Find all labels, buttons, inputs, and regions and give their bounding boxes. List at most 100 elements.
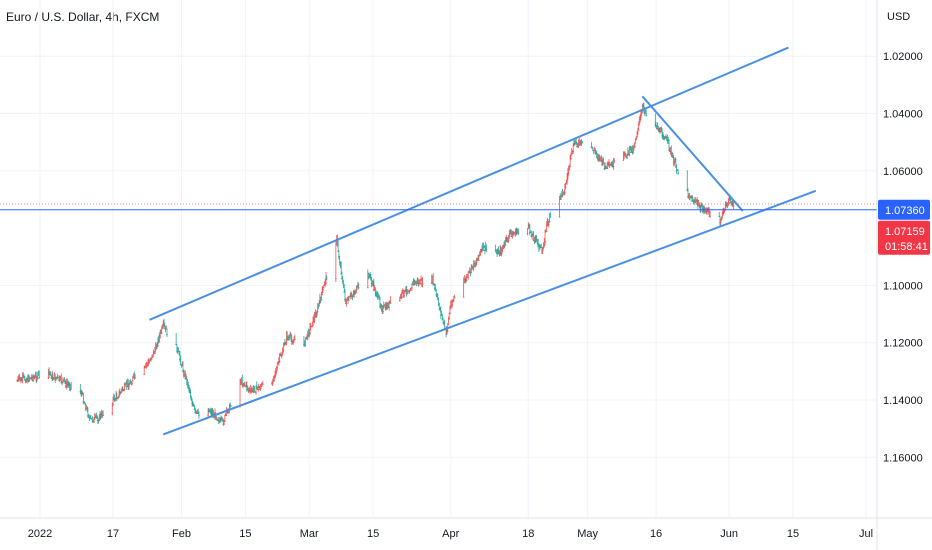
candle-body: [242, 384, 244, 386]
candle-body: [484, 250, 487, 252]
candle-body: [357, 287, 360, 289]
candle-body: [369, 275, 371, 277]
candle-body: [98, 420, 101, 422]
candle-body: [570, 154, 573, 156]
candle-body: [278, 362, 280, 364]
chart-title: Euro / U.S. Dollar, 4h, FXCM: [6, 10, 160, 24]
candle-body: [721, 217, 724, 219]
candle-body: [187, 388, 190, 390]
candle-body: [114, 399, 117, 401]
candle-body: [120, 392, 123, 394]
candle-body: [448, 317, 450, 319]
candle-body: [535, 239, 537, 241]
candle-body: [452, 299, 455, 301]
candle-body: [322, 287, 325, 289]
candle-body: [636, 136, 638, 138]
candle-body: [132, 377, 135, 378]
candle-body: [399, 297, 402, 299]
candle-body: [538, 248, 541, 250]
candle-body: [539, 246, 542, 248]
candle-body: [665, 136, 667, 138]
candle-body: [355, 291, 358, 293]
candle-body: [624, 155, 627, 157]
time-tick-label: Feb: [172, 528, 191, 540]
candle-body: [177, 351, 180, 352]
candle-body: [367, 287, 369, 289]
candle-body: [634, 142, 637, 144]
candle-body: [68, 384, 70, 386]
candle-body: [606, 168, 609, 170]
candle-body: [90, 418, 93, 420]
candle-body: [579, 144, 582, 146]
candle-body: [18, 378, 21, 380]
candle-body: [548, 221, 551, 223]
candle-body: [84, 403, 86, 405]
candle-body: [441, 318, 444, 320]
candle-body: [543, 245, 546, 246]
candle-body: [25, 381, 28, 383]
candle-body: [542, 246, 545, 248]
time-tick-label: Apr: [442, 528, 459, 540]
candle-body: [687, 196, 690, 198]
candle-body: [446, 333, 448, 335]
candle-body: [728, 202, 730, 203]
candle-body: [661, 134, 663, 136]
candle-body: [282, 349, 285, 351]
candle-body: [483, 246, 485, 248]
candle-body: [186, 384, 189, 386]
candle-body: [255, 387, 258, 389]
candle-body: [58, 380, 61, 382]
candle-body: [507, 239, 510, 241]
candle-body: [532, 234, 534, 236]
candle-body: [56, 378, 59, 380]
candle-body: [215, 418, 218, 420]
candle-body: [321, 294, 323, 296]
candle-body: [37, 374, 40, 376]
candle-body: [718, 216, 721, 217]
candle-body: [243, 385, 246, 387]
candle-body: [414, 282, 417, 284]
candle-body: [495, 250, 498, 252]
candle-body: [510, 233, 512, 235]
candle-body: [662, 136, 665, 138]
candle-body: [59, 377, 62, 379]
candle-body: [223, 423, 225, 425]
candle-body: [348, 296, 351, 298]
candle-body: [607, 164, 609, 166]
candle-body: [731, 204, 733, 206]
price-tick-label: 1.16000: [883, 452, 923, 464]
candle-body: [696, 202, 698, 204]
candle-body: [274, 377, 276, 379]
candle-body: [723, 210, 726, 212]
candle-body: [382, 311, 384, 312]
candle-body: [378, 298, 381, 300]
candle-body: [630, 152, 633, 153]
candle-body: [157, 345, 159, 347]
candle-body: [431, 282, 434, 284]
candle-body: [165, 328, 168, 330]
candle-body: [572, 151, 574, 152]
candle-body: [432, 283, 435, 285]
candle-body: [725, 204, 727, 206]
candle-body: [511, 236, 514, 237]
candle-body: [293, 339, 296, 340]
candle-body: [345, 303, 348, 304]
candle-body: [449, 313, 451, 315]
candle-body: [30, 377, 33, 378]
trendlines: [149, 46, 817, 436]
candle-body: [480, 251, 482, 252]
candle-body: [446, 330, 449, 332]
candle-body: [531, 236, 533, 238]
time-tick-label: Mar: [300, 528, 319, 540]
candle-body: [436, 296, 438, 297]
candle-body: [128, 386, 130, 388]
candle-body: [611, 164, 613, 165]
price-tick-label: 1.06000: [883, 166, 923, 178]
candle-body: [309, 332, 311, 334]
candle-body: [325, 278, 328, 280]
candle-body: [693, 200, 695, 202]
candle-body: [183, 374, 186, 376]
candle-body: [705, 212, 708, 214]
candle-body: [722, 213, 724, 215]
